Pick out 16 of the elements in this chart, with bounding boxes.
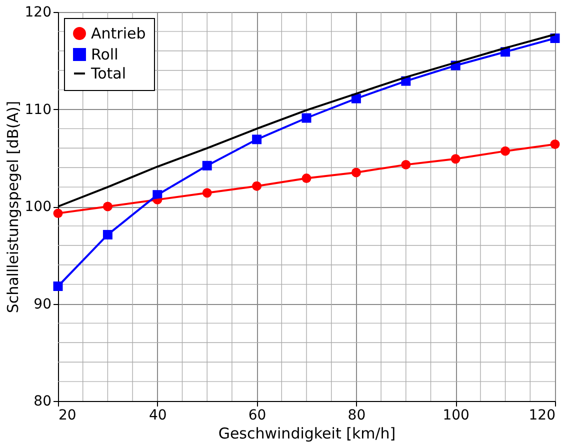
x-tick-label: 100 <box>442 408 470 424</box>
x-tick-label: 40 <box>148 408 167 424</box>
legend-label: Total <box>90 64 126 82</box>
x-tick-label: 80 <box>348 408 366 424</box>
y-axis-title: Schallleistungspegel [dB(A)] <box>4 100 22 314</box>
y-tick-label: 90 <box>34 296 52 312</box>
y-tick-label: 120 <box>24 4 52 20</box>
x-axis-title: Geschwindigkeit [km/h] <box>218 424 396 442</box>
x-tick-label: 60 <box>248 408 266 424</box>
legend-label: Roll <box>91 46 118 64</box>
y-tick-label: 100 <box>24 199 52 215</box>
y-tick-label: 80 <box>34 394 52 410</box>
x-tick-label: 120 <box>528 408 556 424</box>
x-tick-label: 20 <box>58 408 76 424</box>
legend-label: Antrieb <box>91 24 146 42</box>
y-tick-label: 110 <box>24 102 52 118</box>
